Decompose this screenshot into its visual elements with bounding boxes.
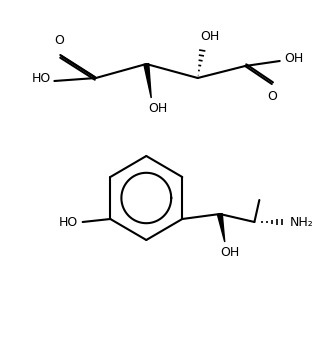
Text: OH: OH [284,52,303,64]
Text: HO: HO [59,216,78,228]
Text: OH: OH [200,29,219,43]
Text: NH₂: NH₂ [290,216,314,228]
Text: O: O [54,35,64,47]
Text: O: O [267,90,277,102]
Text: HO: HO [32,72,51,84]
Text: OH: OH [220,246,239,258]
Text: OH: OH [149,102,168,116]
Polygon shape [217,213,225,242]
Polygon shape [144,64,151,98]
